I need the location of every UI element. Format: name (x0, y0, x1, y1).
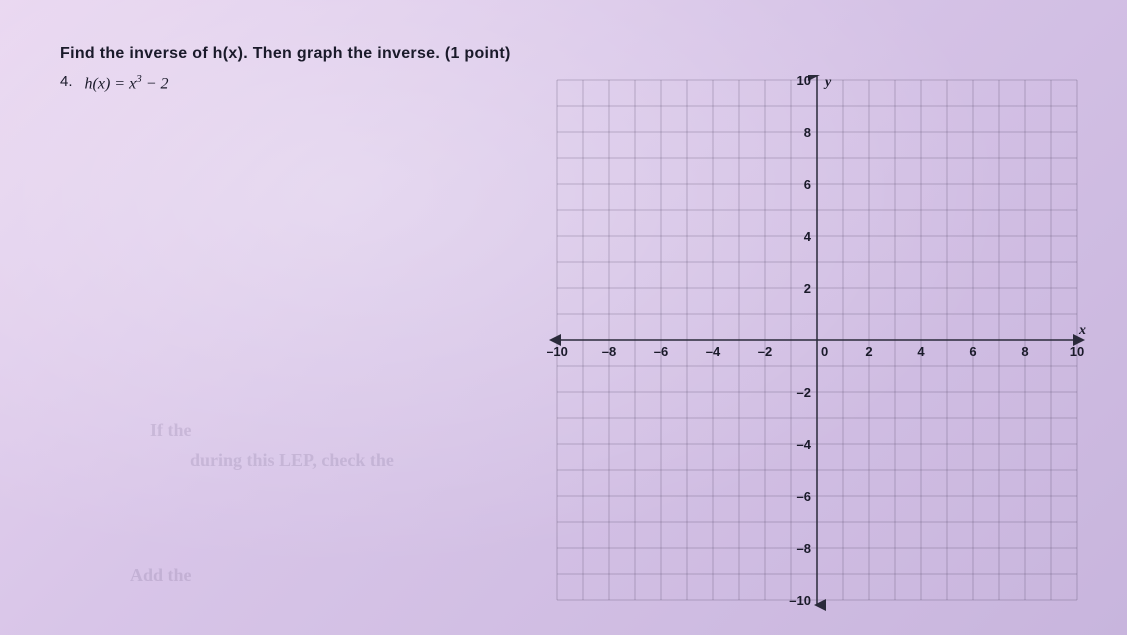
instruction-text: Find the inverse of h(x). Then graph the… (60, 45, 1067, 63)
svg-text:–2: –2 (797, 385, 811, 400)
coordinate-grid: –10 –8 –6 –4 –2 0 2 4 6 8 10 2 4 6 8 10 –2 –4 –6 –8 –10 y x (547, 75, 1107, 615)
equation: h(x) = x3 − 2 (85, 73, 169, 93)
svg-text:6: 6 (969, 344, 976, 359)
svg-text:10: 10 (797, 75, 811, 88)
svg-text:4: 4 (804, 229, 812, 244)
grid-svg: –10 –8 –6 –4 –2 0 2 4 6 8 10 2 4 6 8 10 –2 –4 –6 –8 –10 y x (547, 75, 1107, 615)
svg-text:8: 8 (1021, 344, 1028, 359)
svg-text:–10: –10 (547, 344, 568, 359)
svg-text:–8: –8 (797, 541, 811, 556)
svg-text:6: 6 (804, 177, 811, 192)
svg-text:–2: –2 (758, 344, 772, 359)
svg-text:–4: –4 (797, 437, 812, 452)
svg-text:x: x (1078, 323, 1086, 338)
svg-text:–6: –6 (797, 489, 811, 504)
svg-text:4: 4 (917, 344, 925, 359)
svg-text:0: 0 (821, 344, 828, 359)
svg-text:–6: –6 (654, 344, 668, 359)
svg-text:8: 8 (804, 125, 811, 140)
svg-text:–4: –4 (706, 344, 721, 359)
problem-number: 4. (60, 73, 73, 90)
svg-text:2: 2 (865, 344, 872, 359)
svg-text:–10: –10 (789, 593, 811, 608)
svg-text:2: 2 (804, 281, 811, 296)
svg-text:–8: –8 (602, 344, 616, 359)
svg-text:y: y (823, 75, 832, 90)
svg-text:10: 10 (1070, 344, 1084, 359)
